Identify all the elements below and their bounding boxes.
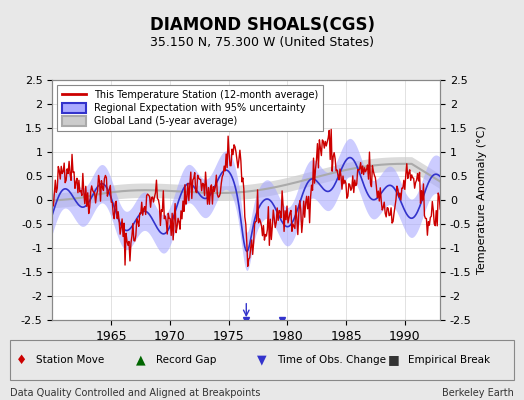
Text: ♦: ♦	[16, 354, 27, 366]
Text: Berkeley Earth: Berkeley Earth	[442, 388, 514, 398]
Text: Time of Obs. Change: Time of Obs. Change	[277, 355, 386, 365]
Legend: This Temperature Station (12-month average), Regional Expectation with 95% uncer: This Temperature Station (12-month avera…	[57, 85, 323, 131]
Text: Data Quality Controlled and Aligned at Breakpoints: Data Quality Controlled and Aligned at B…	[10, 388, 261, 398]
Text: DIAMOND SHOALS(CGS): DIAMOND SHOALS(CGS)	[149, 16, 375, 34]
Text: Empirical Break: Empirical Break	[408, 355, 490, 365]
Text: ▲: ▲	[136, 354, 146, 366]
Text: Record Gap: Record Gap	[156, 355, 217, 365]
Text: ■: ■	[388, 354, 399, 366]
Y-axis label: Temperature Anomaly (°C): Temperature Anomaly (°C)	[477, 126, 487, 274]
Text: 35.150 N, 75.300 W (United States): 35.150 N, 75.300 W (United States)	[150, 36, 374, 49]
Text: ▼: ▼	[257, 354, 267, 366]
Text: Station Move: Station Move	[36, 355, 104, 365]
